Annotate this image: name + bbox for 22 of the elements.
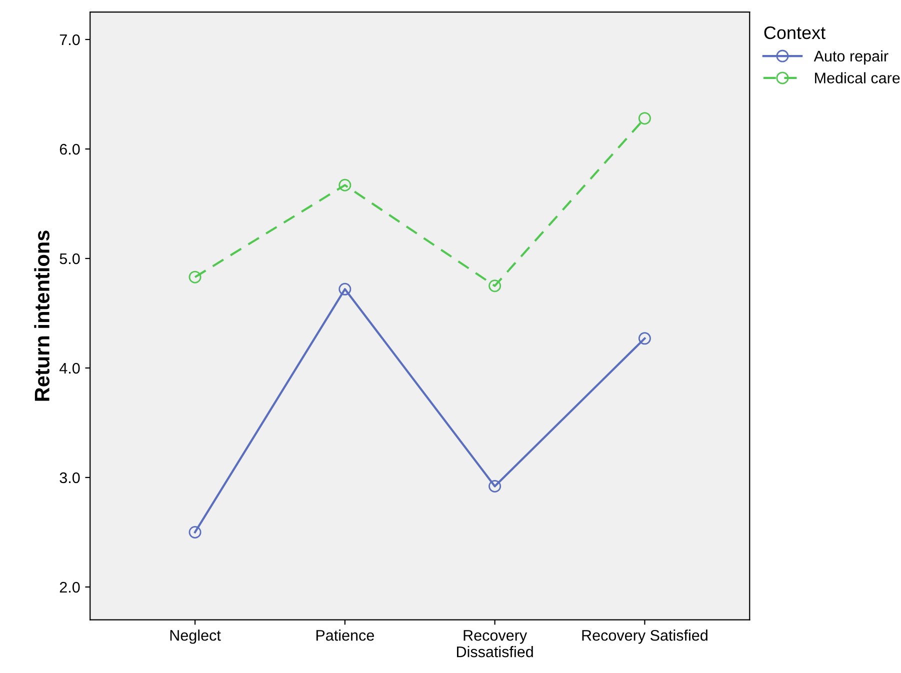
y-tick-label: 7.0 <box>60 34 80 46</box>
x-tick-label: Recovery Satisfied <box>582 630 708 644</box>
y-tick-label: 5.0 <box>60 253 80 264</box>
point <box>188 526 202 538</box>
legend-label: Auto repair <box>814 50 888 65</box>
y-tick-label: 2.0 <box>60 582 80 593</box>
y-axis-title: Return intentions <box>34 230 50 401</box>
y-tick-label: 4.0 <box>59 362 80 374</box>
point <box>638 112 651 125</box>
legend-label: Medical care <box>815 72 900 84</box>
y-tick-label: 3.0 <box>60 472 80 484</box>
x-tick-label: Patience <box>316 630 374 641</box>
legend-title: Context <box>764 26 826 40</box>
point <box>188 270 202 284</box>
point <box>638 332 651 345</box>
point <box>488 480 502 492</box>
point <box>488 280 502 292</box>
point <box>338 282 352 296</box>
y-tick-label: 6.0 <box>60 144 80 155</box>
x-tick-label: Neglect <box>170 630 221 644</box>
point <box>338 178 352 192</box>
x-tick-label: Recovery Dissatisfied <box>457 630 533 658</box>
